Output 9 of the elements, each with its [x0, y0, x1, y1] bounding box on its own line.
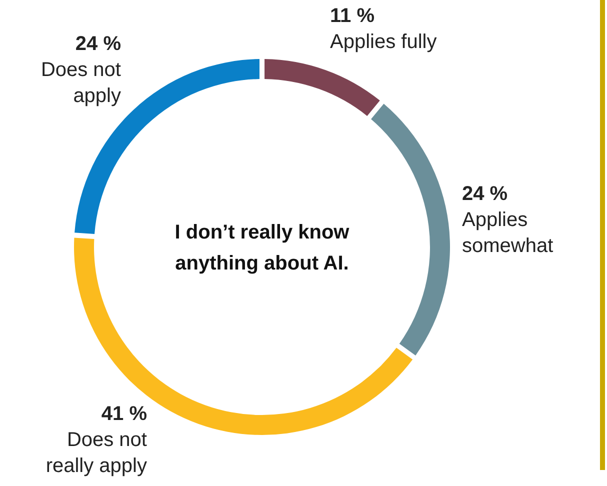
- text: I don’t really know anything about AI.: [174, 222, 350, 274]
- slice-label: Does not apply: [40, 59, 122, 107]
- slice-label: Does not really apply: [46, 429, 148, 477]
- slice-label: Applies somewhat: [462, 209, 554, 257]
- data-label: 11 %: [330, 5, 375, 27]
- slice-label: Applies fully: [330, 31, 437, 53]
- data-label: 41 %: [101, 403, 148, 425]
- data-label: 24 %: [462, 183, 508, 205]
- data-label: 24 %: [75, 33, 122, 55]
